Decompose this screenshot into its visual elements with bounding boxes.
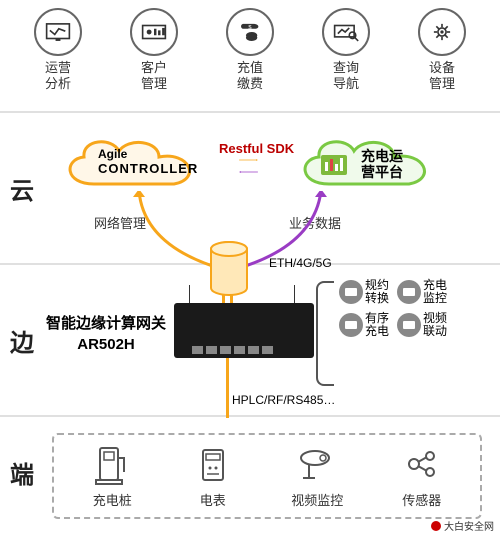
feature-item: 有序充电 <box>339 312 389 338</box>
gateway-device <box>174 303 314 358</box>
end-box: 充电桩 电表 视频监控 传感器 <box>52 433 482 519</box>
layer-label-cloud: 云 <box>0 171 44 206</box>
top-label: 运营分析 <box>45 60 71 91</box>
arrow-left <box>211 171 286 173</box>
top-item-query: 查询导航 <box>322 8 370 91</box>
top-item-analytics: 运营分析 <box>34 8 82 91</box>
controller-cloud: AgileCONTROLLER <box>54 129 209 199</box>
camera-icon <box>295 444 339 486</box>
platform-cloud: 充电运营平台 <box>289 129 444 199</box>
end-layer: 端 充电桩 电表 视频监控 传感器 <box>0 417 500 527</box>
feature-item: 充电监控 <box>397 279 447 305</box>
controller-text: AgileCONTROLLER <box>98 147 198 176</box>
feature-item: 规约转换 <box>339 279 389 305</box>
feature-grid: 规约转换 充电监控 有序充电 视频联动 <box>339 279 447 338</box>
query-icon <box>333 21 359 43</box>
top-label: 查询导航 <box>333 60 359 91</box>
cloud-layer: 云 AgileCONTROLLER 充电运营平台 Restful SDK 网络管… <box>0 113 500 263</box>
feature-item: 视频联动 <box>397 312 447 338</box>
end-label: 视频监控 <box>291 490 343 509</box>
vline <box>226 358 229 418</box>
end-item-camera: 视频监控 <box>291 444 343 509</box>
end-item-meter: 电表 <box>191 444 235 509</box>
layer-label-edge: 边 <box>0 323 44 358</box>
cylinder-icon <box>209 241 249 296</box>
edge-layer: 边 智能边缘计算网关AR502H 规约转换 充电监控 有序充电 视频联动 HPL… <box>0 265 500 415</box>
recharge-icon: $ <box>237 21 263 43</box>
sdk-label: Restful SDK <box>219 141 294 156</box>
top-label: 客户管理 <box>141 60 167 91</box>
charger-icon <box>90 444 134 486</box>
device-icon <box>429 21 455 43</box>
end-item-sensor: 传感器 <box>400 444 444 509</box>
footer: 大白安全网 <box>431 518 494 533</box>
sensor-icon <box>400 444 444 486</box>
end-label: 传感器 <box>402 490 441 509</box>
end-label: 电表 <box>200 490 226 509</box>
end-label: 充电桩 <box>93 490 132 509</box>
analytics-icon <box>45 21 71 43</box>
platform-text: 充电运营平台 <box>361 149 403 180</box>
gateway-label: 智能边缘计算网关AR502H <box>46 313 166 355</box>
top-label: 充值缴费 <box>237 60 263 91</box>
top-item-recharge: $ 充值缴费 <box>226 8 274 91</box>
top-label: 设备管理 <box>429 60 455 91</box>
hplc-label: HPLC/RF/RS485… <box>232 393 335 407</box>
bracket <box>316 281 334 386</box>
top-icon-row: 运营分析 客户管理 $ 充值缴费 查询导航 设备管理 <box>0 0 500 111</box>
layer-label-end: 端 <box>0 455 44 490</box>
end-item-charger: 充电桩 <box>90 444 134 509</box>
top-item-device: 设备管理 <box>418 8 466 91</box>
arrow-right <box>211 159 286 161</box>
customer-icon <box>141 21 167 43</box>
top-item-customer: 客户管理 <box>130 8 178 91</box>
meter-icon <box>191 444 235 486</box>
